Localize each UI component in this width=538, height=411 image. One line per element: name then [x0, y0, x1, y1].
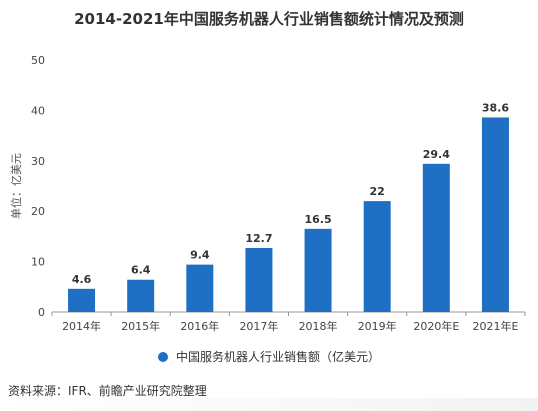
x-tick-label: 2021年E — [472, 319, 518, 333]
x-tick-label: 2014年 — [62, 319, 101, 333]
data-label: 29.4 — [423, 148, 450, 161]
bar — [304, 228, 332, 312]
bar — [68, 288, 96, 312]
x-tick-label: 2016年 — [180, 319, 219, 333]
x-tick-label: 2017年 — [239, 319, 278, 333]
footer-strip — [0, 398, 538, 411]
data-label: 6.4 — [131, 264, 151, 277]
bar — [186, 264, 214, 312]
data-label: 4.6 — [72, 273, 92, 286]
y-tick-label: 50 — [31, 54, 45, 67]
y-tick-label: 40 — [31, 104, 45, 117]
y-tick-label: 0 — [38, 306, 45, 319]
y-axis-label: 单位：亿美元 — [9, 153, 23, 219]
x-tick-label: 2015年 — [121, 319, 160, 333]
legend-swatch — [157, 351, 168, 362]
chart-title: 2014-2021年中国服务机器人行业销售额统计情况及预测 — [74, 10, 464, 28]
bar — [363, 201, 391, 312]
data-label: 12.7 — [245, 232, 272, 245]
bars — [68, 117, 509, 313]
y-tick-label: 10 — [31, 256, 45, 269]
source-note: 资料来源：IFR、前瞻产业研究院整理 — [8, 384, 207, 398]
y-tick-label: 20 — [31, 205, 45, 218]
y-axis-ticks: 0 10 20 30 40 50 — [31, 54, 45, 319]
legend: 中国服务机器人行业销售额（亿美元） — [0, 348, 538, 365]
bar — [422, 163, 450, 312]
bar — [127, 279, 155, 312]
legend-label: 中国服务机器人行业销售额（亿美元） — [175, 350, 380, 364]
x-tick-label: 2020年E — [413, 319, 459, 333]
data-labels: 4.6 6.4 9.4 12.7 16.5 22 29.4 38.6 — [72, 101, 510, 285]
bar — [481, 117, 509, 313]
data-label: 9.4 — [190, 249, 210, 262]
x-tick-label: 2018年 — [299, 319, 338, 333]
x-tick-label: 2019年 — [358, 319, 397, 333]
data-label: 38.6 — [482, 101, 509, 114]
x-axis-ticks: 2014年 2015年 2016年 2017年 2018年 2019年 2020年E 2021… — [51, 312, 526, 333]
y-tick-label: 30 — [31, 155, 45, 168]
data-label: 22 — [370, 185, 385, 198]
data-label: 16.5 — [304, 213, 331, 226]
bar — [245, 247, 273, 312]
